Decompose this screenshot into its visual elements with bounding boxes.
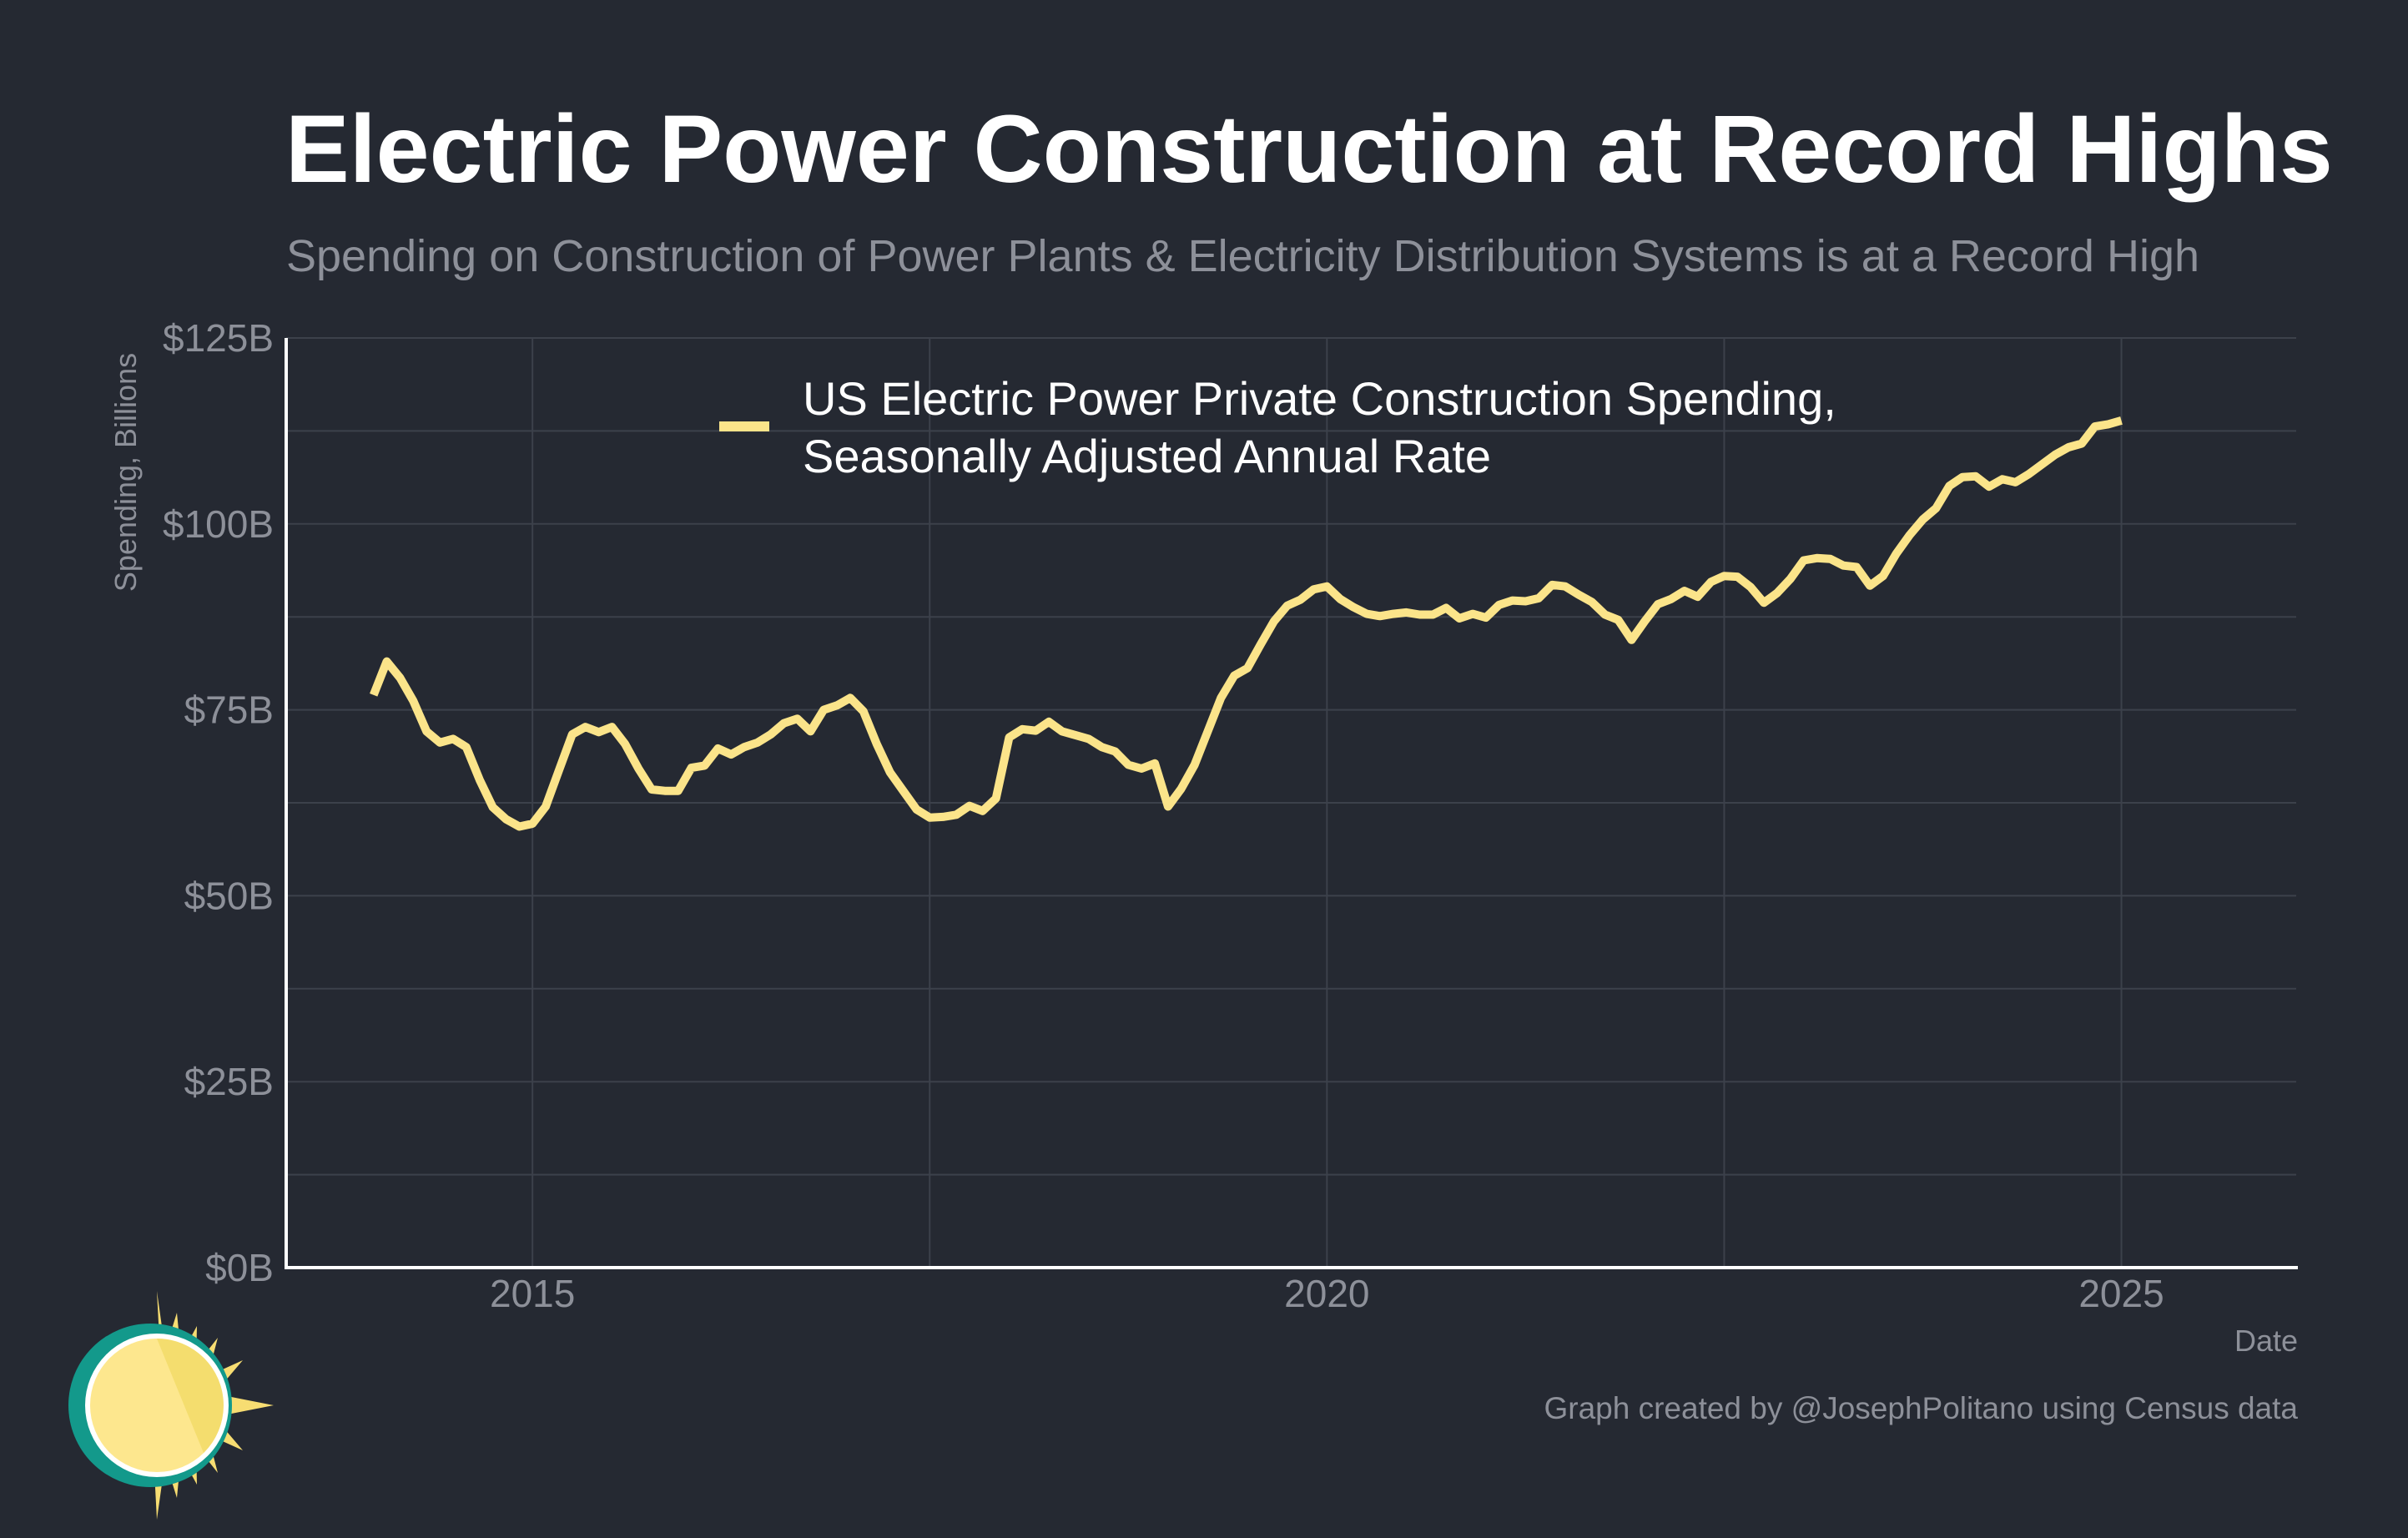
legend-label-line-1: US Electric Power Private Construction S…	[803, 372, 1836, 425]
legend-label-line-2: Seasonally Adjusted Annual Rate	[803, 430, 1491, 482]
y-tick-label: $75B	[184, 688, 274, 732]
grid-lines	[286, 337, 2296, 1268]
chart-title: Electric Power Construction at Record Hi…	[285, 96, 2333, 203]
legend: US Electric Power Private Construction S…	[719, 372, 1836, 482]
x-tick-label: 2025	[2078, 1272, 2164, 1315]
x-axis-ticks: 2015 2020 2025	[490, 1272, 2164, 1315]
sun-icon	[68, 1291, 274, 1520]
y-tick-label: $50B	[184, 874, 274, 917]
caption: Graph created by @JosephPolitano using C…	[1544, 1391, 2298, 1425]
sun-icon-shade	[157, 1339, 224, 1453]
x-tick-label: 2015	[490, 1272, 575, 1315]
x-tick-label: 2020	[1284, 1272, 1369, 1315]
y-tick-label: $125B	[163, 316, 274, 360]
y-axis-title: Spending, Billions	[108, 353, 143, 592]
series-line-electric-power-spending	[370, 416, 2123, 831]
y-axis-ticks: $0B $25B $50B $75B $100B $125B	[163, 316, 274, 1289]
chart-subtitle: Spending on Construction of Power Plants…	[286, 231, 2199, 281]
y-tick-label: $25B	[184, 1060, 274, 1103]
x-axis-title: Date	[2234, 1324, 2298, 1358]
y-tick-label: $100B	[163, 502, 274, 546]
y-tick-label: $0B	[205, 1246, 274, 1289]
